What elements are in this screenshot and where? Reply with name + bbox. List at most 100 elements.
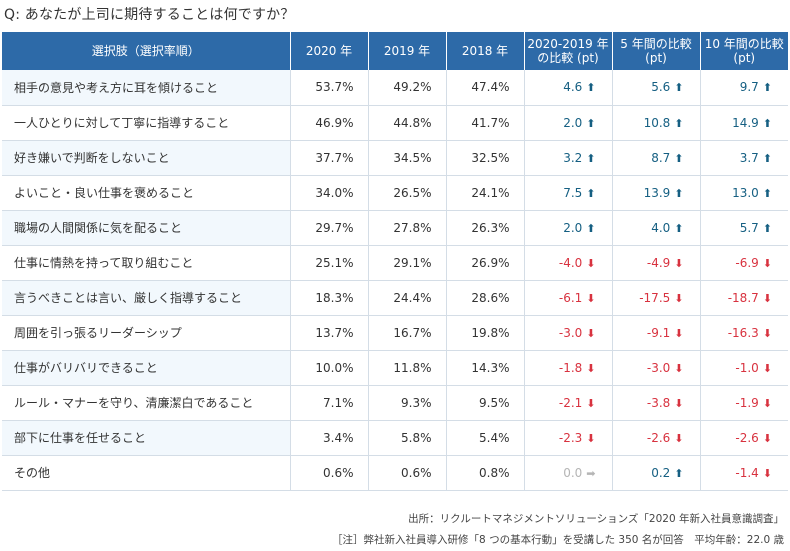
- arrow-down-icon: ⬇: [762, 466, 772, 480]
- value-2019-cell: 11.8%: [368, 350, 447, 386]
- value-2018-cell: 26.3%: [446, 210, 525, 246]
- diff-10yr-cell: 3.7 ⬆: [700, 140, 788, 176]
- diff-10yr-cell: 13.0 ⬆: [700, 175, 788, 211]
- arrow-up-icon: ⬆: [762, 221, 772, 235]
- arrow-down-icon: ⬇: [762, 431, 772, 445]
- table-row: 職場の人間関係に気を配ること 29.7% 27.8% 26.3% 2.0 ⬆ 4.0 ⬆ 5.7…: [2, 210, 788, 246]
- arrow-up-icon: ⬆: [586, 151, 596, 165]
- arrow-down-icon: ⬇: [586, 256, 596, 270]
- diff-value: -1.9: [735, 395, 759, 410]
- value-2018-cell: 47.4%: [446, 70, 525, 106]
- note-text: ［注］弊社新入社員導入研修「8 つの基本行動」を受講した 350 名が回答 平均…: [332, 534, 784, 546]
- question-title: Q: あなたが上司に期待することは何ですか？: [4, 7, 295, 23]
- value-2018-cell: 28.6%: [446, 280, 525, 316]
- diff-value: -3.0: [646, 360, 671, 375]
- diff-10yr-cell: -16.3 ⬇: [700, 315, 788, 351]
- value-2018-cell: 41.7%: [446, 105, 525, 141]
- diff-value: -2.1: [558, 395, 583, 410]
- diff-1yr-cell: -6.1 ⬇: [524, 280, 613, 316]
- table-row: 部下に仕事を任せること 3.4% 5.8% 5.4% -2.3 ⬇ -2.6 ⬇ -2.6 ⬇: [2, 420, 788, 456]
- diff-10yr-cell: -1.0 ⬇: [700, 350, 788, 386]
- diff-1yr-cell: 2.0 ⬆: [524, 210, 613, 246]
- table-row: よいこと・良い仕事を褒めること 34.0% 26.5% 24.1% 7.5 ⬆ 13.9 ⬆ 1…: [2, 175, 788, 211]
- value-2019-cell: 34.5%: [368, 140, 447, 176]
- value-2019-cell: 29.1%: [368, 245, 447, 281]
- table-row: 好き嫌いで判断をしないこと 37.7% 34.5% 32.5% 3.2 ⬆ 8.7 ⬆ 3.7 ⬆: [2, 140, 788, 176]
- table-row: 言うべきことは言い、厳しく指導すること 18.3% 24.4% 28.6% -6.1 ⬇ -…: [2, 280, 788, 316]
- diff-1yr-cell: -4.0 ⬇: [524, 245, 613, 281]
- table-row: 相手の意見や考え方に耳を傾けること 53.7% 49.2% 47.4% 4.6 ⬆ 5.6 ⬆…: [2, 70, 788, 106]
- diff-value: -2.6: [646, 430, 671, 445]
- header-2020: 2020 年: [290, 32, 369, 70]
- source-text: 出所：リクルートマネジメントソリューションズ「2020 年新入社員意識調査」: [408, 513, 784, 525]
- diff-10yr-cell: -1.4 ⬇: [700, 455, 788, 491]
- arrow-up-icon: ⬆: [674, 221, 684, 235]
- header-diff-5yr: 5 年間の比較 (pt): [612, 32, 701, 70]
- value-2019-cell: 49.2%: [368, 70, 447, 106]
- diff-value: 3.2: [563, 150, 583, 165]
- arrow-up-icon: ⬆: [586, 221, 596, 235]
- table-row: その他 0.6% 0.6% 0.8% 0.0 ➡ 0.2 ⬆ -1.4 ⬇: [2, 455, 788, 491]
- diff-value: -3.8: [646, 395, 671, 410]
- diff-value: 9.7: [739, 80, 759, 95]
- diff-value: -3.0: [558, 325, 583, 340]
- value-2020-cell: 25.1%: [290, 245, 369, 281]
- diff-value: -16.3: [727, 325, 759, 340]
- diff-5yr-cell: 8.7 ⬆: [612, 140, 701, 176]
- header-2019: 2019 年: [368, 32, 447, 70]
- option-cell: 仕事がバリバリできること: [2, 350, 291, 386]
- value-2018-cell: 26.9%: [446, 245, 525, 281]
- diff-5yr-cell: 13.9 ⬆: [612, 175, 701, 211]
- value-2019-cell: 9.3%: [368, 385, 447, 421]
- value-2020-cell: 18.3%: [290, 280, 369, 316]
- value-2019-cell: 5.8%: [368, 420, 447, 456]
- option-cell: ルール・マナーを守り、清廉潔白であること: [2, 385, 291, 421]
- value-2019-cell: 27.8%: [368, 210, 447, 246]
- diff-value: -6.1: [558, 290, 583, 305]
- value-2020-cell: 0.6%: [290, 455, 369, 491]
- header-diff-1yr: 2020-2019 年の比較 (pt): [524, 32, 613, 70]
- value-2019-cell: 44.8%: [368, 105, 447, 141]
- value-2020-cell: 46.9%: [290, 105, 369, 141]
- diff-value: 4.6: [563, 80, 583, 95]
- diff-value: 4.0: [651, 220, 671, 235]
- option-cell: 好き嫌いで判断をしないこと: [2, 140, 291, 176]
- diff-value: -4.9: [646, 255, 671, 270]
- value-2018-cell: 24.1%: [446, 175, 525, 211]
- diff-10yr-cell: 5.7 ⬆: [700, 210, 788, 246]
- value-2020-cell: 13.7%: [290, 315, 369, 351]
- diff-value: 5.6: [651, 80, 671, 95]
- table-row: 仕事がバリバリできること 10.0% 11.8% 14.3% -1.8 ⬇ -3.0 ⬇ -1.…: [2, 350, 788, 386]
- arrow-up-icon: ⬆: [762, 151, 772, 165]
- value-2020-cell: 3.4%: [290, 420, 369, 456]
- diff-10yr-cell: 9.7 ⬆: [700, 70, 788, 106]
- diff-value: 5.7: [739, 220, 759, 235]
- arrow-down-icon: ⬇: [674, 396, 684, 410]
- arrow-up-icon: ⬆: [586, 186, 596, 200]
- value-2019-cell: 24.4%: [368, 280, 447, 316]
- diff-5yr-cell: -4.9 ⬇: [612, 245, 701, 281]
- value-2018-cell: 19.8%: [446, 315, 525, 351]
- arrow-up-icon: ⬆: [586, 116, 596, 130]
- diff-value: -1.8: [558, 360, 583, 375]
- header-option: 選択肢（選択率順）: [2, 32, 291, 70]
- option-cell: 相手の意見や考え方に耳を傾けること: [2, 70, 291, 106]
- table-row: 仕事に情熱を持って取り組むこと 25.1% 29.1% 26.9% -4.0 ⬇ -4.9 ⬇…: [2, 245, 788, 281]
- diff-value: 8.7: [651, 150, 671, 165]
- arrow-down-icon: ⬇: [586, 326, 596, 340]
- arrow-up-icon: ⬆: [762, 116, 772, 130]
- diff-value: 13.9: [643, 185, 671, 200]
- arrow-up-icon: ⬆: [674, 116, 684, 130]
- diff-value: -2.6: [735, 430, 759, 445]
- arrow-right-icon: ➡: [586, 466, 596, 480]
- diff-value: 0.2: [651, 465, 671, 480]
- value-2018-cell: 32.5%: [446, 140, 525, 176]
- arrow-down-icon: ⬇: [586, 431, 596, 445]
- arrow-down-icon: ⬇: [674, 256, 684, 270]
- arrow-down-icon: ⬇: [586, 361, 596, 375]
- value-2018-cell: 0.8%: [446, 455, 525, 491]
- diff-value: -4.0: [558, 255, 583, 270]
- diff-value: -17.5: [639, 290, 671, 305]
- arrow-up-icon: ⬆: [674, 151, 684, 165]
- arrow-down-icon: ⬇: [674, 361, 684, 375]
